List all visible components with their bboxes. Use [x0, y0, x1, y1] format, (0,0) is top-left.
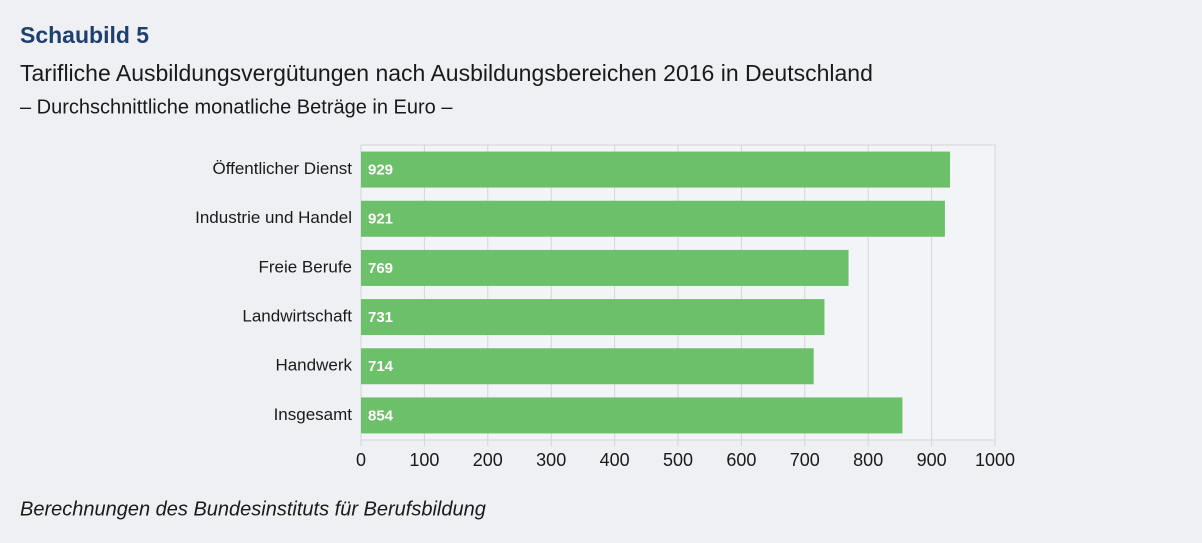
chart-subtitle: – Durchschnittliche monatliche Beträge i…: [20, 96, 453, 118]
x-tick-label: 800: [853, 450, 883, 470]
y-tick-label: Landwirtschaft: [242, 307, 352, 326]
bar: [361, 299, 825, 336]
x-tick-label: 300: [536, 450, 566, 470]
x-tick-label: 500: [663, 450, 693, 470]
y-tick-label: Insgesamt: [274, 405, 353, 424]
bar: [361, 249, 849, 286]
y-tick-label: Handwerk: [275, 356, 352, 375]
value-label: 714: [368, 358, 394, 375]
bar: [361, 348, 814, 385]
value-label: 769: [368, 260, 393, 277]
x-tick-label: 400: [600, 450, 630, 470]
x-tick-label: 900: [917, 450, 947, 470]
value-label: 921: [368, 211, 393, 228]
y-tick-label: Freie Berufe: [258, 257, 352, 276]
bar: [361, 397, 903, 434]
y-tick-label: Öffentlicher Dienst: [212, 159, 352, 178]
x-tick-label: 200: [473, 450, 503, 470]
chart-title: Tarifliche Ausbildungsvergütungen nach A…: [20, 60, 873, 86]
bar: [361, 200, 945, 237]
x-tick-label: 0: [356, 450, 366, 470]
source-note: Berechnungen des Bundesinstituts für Ber…: [20, 498, 486, 520]
y-tick-label: Industrie und Handel: [195, 208, 352, 227]
chart-label: Schaubild 5: [20, 22, 149, 48]
x-tick-label: 1000: [975, 450, 1015, 470]
value-label: 731: [368, 309, 393, 326]
value-label: 854: [368, 407, 394, 424]
value-label: 929: [368, 162, 393, 179]
x-tick-label: 700: [790, 450, 820, 470]
x-tick-label: 100: [409, 450, 439, 470]
x-tick-label: 600: [726, 450, 756, 470]
bar: [361, 151, 950, 188]
